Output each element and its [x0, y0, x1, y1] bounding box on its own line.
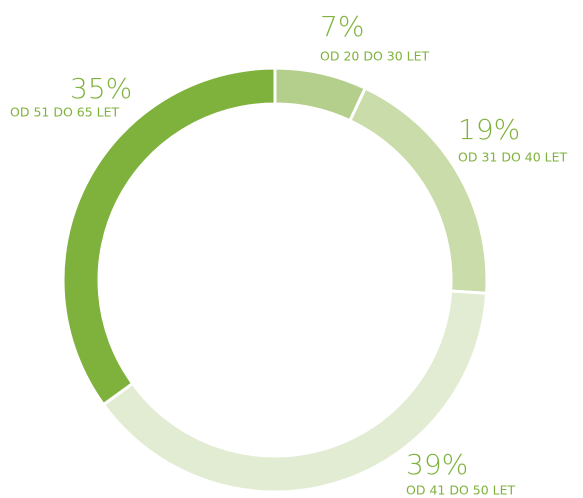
- category-label: OD 41 DO 50 LET: [406, 483, 515, 498]
- value-label: 39%: [406, 448, 468, 481]
- category-label: OD 20 DO 30 LET: [320, 49, 429, 64]
- value-label: 19%: [458, 113, 520, 146]
- donut-segment: [273, 66, 368, 123]
- value-label: 7%: [320, 10, 364, 43]
- donut-segment: [61, 66, 277, 407]
- category-label: OD 51 DO 65 LET: [10, 105, 119, 120]
- value-label: 35%: [70, 72, 132, 105]
- category-label: OD 31 DO 40 LET: [458, 150, 567, 165]
